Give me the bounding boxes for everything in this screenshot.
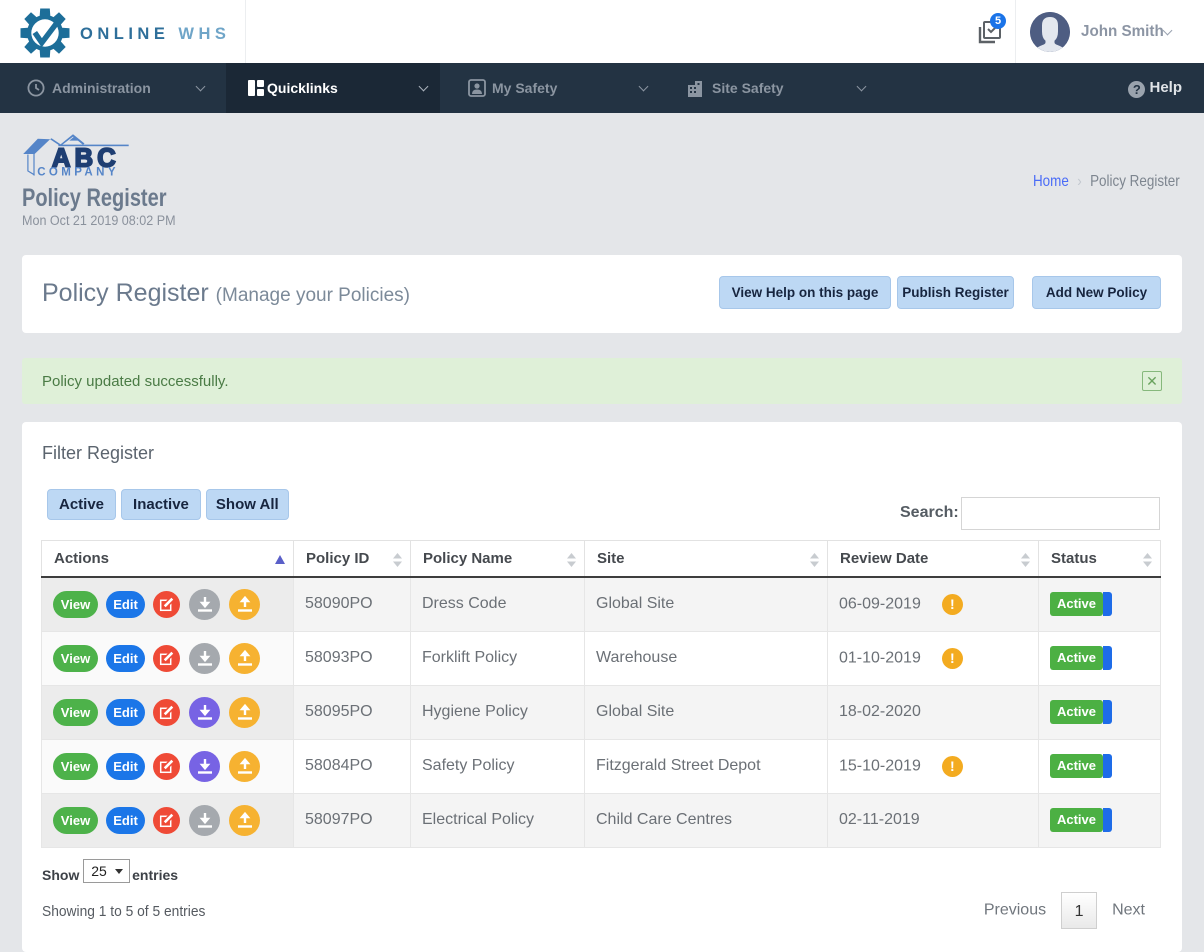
svg-text:COMPANY: COMPANY [37, 167, 119, 179]
svg-text:ABC: ABC [52, 144, 120, 172]
